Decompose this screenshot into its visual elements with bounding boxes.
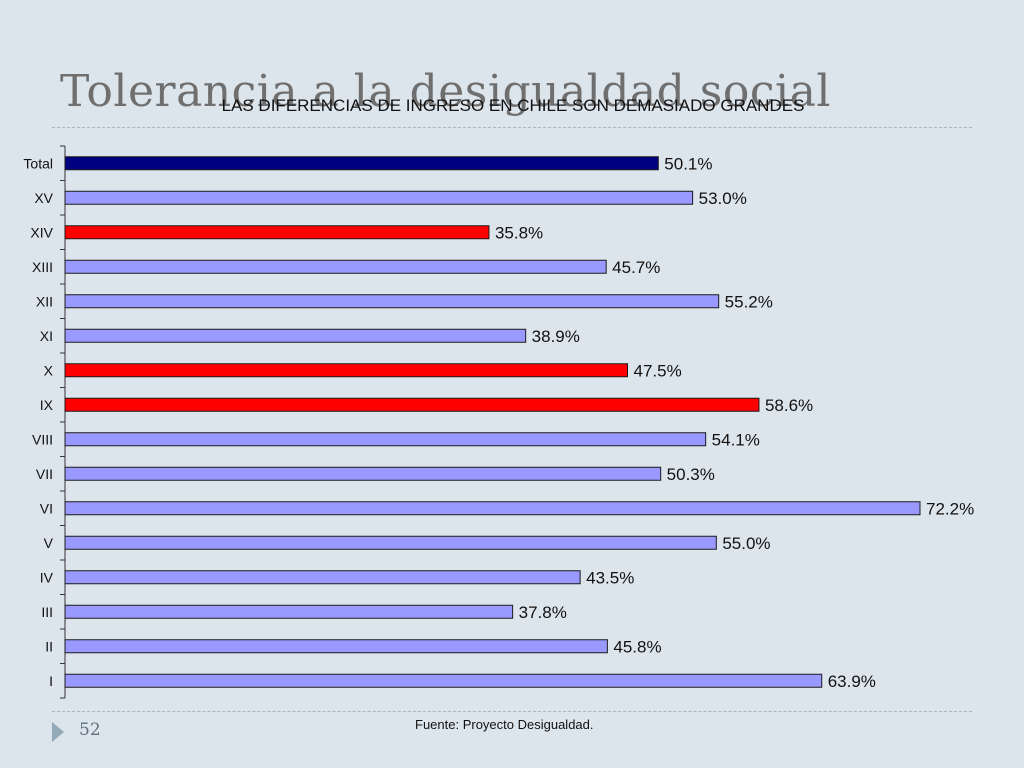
bar-iii (64, 604, 514, 619)
bar-iv (64, 570, 581, 585)
bar-xi (64, 328, 527, 343)
category-label: XII (36, 293, 53, 309)
category-label: II (45, 638, 53, 654)
value-label: 72.2% (926, 499, 974, 518)
bar-i (64, 673, 823, 688)
value-label: 54.1% (712, 430, 760, 449)
page-number: 52 (79, 720, 101, 740)
bar-vi (64, 501, 921, 516)
category-label: XI (40, 328, 53, 344)
category-label: X (44, 362, 54, 378)
bar-x (64, 363, 628, 378)
category-label: III (41, 604, 53, 620)
value-label: 55.0% (722, 534, 770, 553)
slide-title: Tolerancia a la desigualdad social (60, 66, 831, 117)
bar-xiv (64, 225, 490, 240)
footer-divider (52, 711, 972, 712)
value-label: 38.9% (532, 327, 580, 346)
value-label: 47.5% (634, 361, 682, 380)
category-label: IX (40, 397, 54, 413)
bar-ii (64, 639, 608, 654)
value-label: 43.5% (586, 568, 634, 587)
value-label: 50.1% (664, 154, 712, 173)
category-label: Total (23, 155, 53, 171)
category-label: IV (40, 569, 54, 585)
value-label: 45.8% (613, 637, 661, 656)
value-label: 45.7% (612, 258, 660, 277)
source-note: Fuente: Proyecto Desigualdad. (415, 717, 594, 732)
value-label: 63.9% (828, 672, 876, 691)
bar-total (64, 156, 659, 171)
value-label: 58.6% (765, 396, 813, 415)
category-label: VIII (32, 431, 53, 447)
category-label: I (49, 673, 53, 689)
value-label: 50.3% (667, 465, 715, 484)
bar-xiii (64, 259, 607, 274)
value-label: 53.0% (699, 189, 747, 208)
bar-xv (64, 190, 694, 205)
category-label: VI (40, 500, 53, 516)
slide-arrow-icon (52, 722, 64, 742)
bar-v (64, 535, 717, 550)
category-label: XIV (30, 224, 53, 240)
category-label: V (44, 535, 54, 551)
bar-ix (64, 397, 760, 412)
chart-title: LAS DIFERENCIAS DE INGRESO EN CHILE SON … (221, 96, 805, 115)
category-label: XV (34, 190, 53, 206)
value-label: 37.8% (519, 603, 567, 622)
category-label: XIII (32, 259, 53, 275)
value-label: 35.8% (495, 223, 543, 242)
title-divider (52, 127, 972, 128)
bar-xii (64, 294, 720, 309)
value-label: 55.2% (725, 292, 773, 311)
bar-viii (64, 432, 707, 447)
bar-vii (64, 466, 662, 481)
category-label: VII (36, 466, 53, 482)
